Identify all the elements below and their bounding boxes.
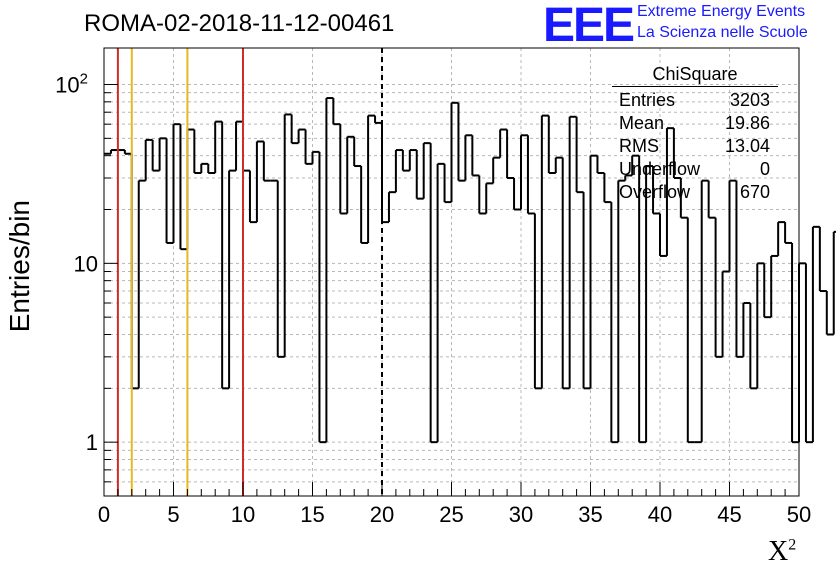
stats-box: ChiSquare Entries 3203 Mean 19.86 RMS 13.04…: [612, 64, 778, 204]
y-tick-label: 1: [86, 430, 98, 455]
x-tick-label: 15: [300, 502, 324, 527]
y-tick-label: 10: [74, 251, 98, 276]
stats-value: 0: [759, 159, 770, 179]
y-axis-label: Entries/bin: [4, 200, 35, 333]
logo-text-line2: La Scienza nelle Scuole: [637, 24, 808, 41]
x-tick-label: 10: [231, 502, 255, 527]
x-axis-ticks: 0 5 10 15 20 25 30 35 40 45 50: [98, 482, 811, 527]
x-tick-label: 35: [578, 502, 602, 527]
stats-value: 13.04: [724, 136, 770, 156]
y-axis-ticks: 1 10 102: [55, 71, 118, 497]
x-axis-label: X2: [768, 536, 796, 568]
stats-row: RMS 13.04: [612, 135, 778, 158]
stats-title: ChiSquare: [612, 64, 778, 87]
stats-row: Underflow 0: [612, 158, 778, 181]
x-axis-label-sup: 2: [788, 536, 797, 554]
x-axis-label-text: X: [768, 536, 789, 567]
chart-title: ROMA-02-2018-11-12-00461: [84, 10, 395, 37]
x-tick-label: 50: [787, 502, 811, 527]
stats-row: Entries 3203: [612, 89, 778, 112]
x-tick-label: 40: [648, 502, 672, 527]
stats-row: Mean 19.86: [612, 112, 778, 135]
x-tick-label: 45: [717, 502, 741, 527]
stats-value: 19.86: [724, 113, 770, 133]
y-tick-label: 102: [55, 71, 88, 98]
histogram-series: [104, 97, 836, 444]
stats-value: 3203: [729, 90, 770, 110]
stats-label: Underflow: [619, 159, 701, 179]
stats-value: 670: [739, 182, 770, 202]
x-tick-label: 20: [370, 502, 394, 527]
stats-row: Overflow 670: [612, 181, 778, 204]
x-tick-label: 25: [439, 502, 463, 527]
logo-text-line1: Extreme Energy Events: [637, 3, 806, 20]
stats-label: Entries: [619, 90, 676, 110]
stats-label: Mean: [619, 113, 665, 133]
eee-logo: EEE: [543, 0, 635, 52]
stats-label: Overflow: [619, 182, 691, 202]
x-tick-label: 0: [98, 502, 110, 527]
x-tick-label: 30: [509, 502, 533, 527]
x-tick-label: 5: [167, 502, 179, 527]
stats-label: RMS: [619, 136, 659, 156]
